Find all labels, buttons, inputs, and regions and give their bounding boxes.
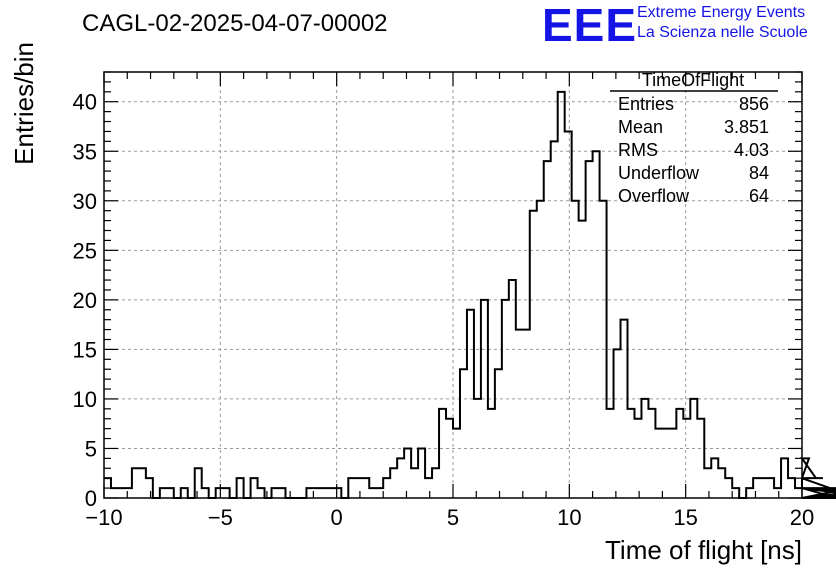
axis-ticks: [103, 71, 803, 499]
eee-logo: EEE: [542, 0, 638, 51]
stats-value-underflow: 84: [749, 163, 769, 183]
y-tick-label: 20: [73, 288, 97, 313]
y-tick-label: 25: [73, 238, 97, 263]
x-tick-label: 5: [447, 505, 459, 530]
y-tick-label: 0: [85, 486, 97, 511]
stats-label-entries: Entries: [618, 94, 674, 114]
histogram-title: CAGL-02-2025-04-07-00002: [82, 10, 388, 37]
stats-box-name: TimeOfFlight: [642, 70, 744, 90]
org-name-line1: Extreme Energy Events: [637, 4, 806, 21]
histogram-series: [104, 90, 836, 499]
x-axis-label: Time of flight [ns]: [605, 535, 802, 565]
x-tick-label: 20: [790, 505, 814, 530]
x-tick-label: 0: [331, 505, 343, 530]
stats-label-mean: Mean: [618, 117, 663, 137]
stats-value-entries: 856: [739, 94, 769, 114]
x-tick-label: −10: [85, 505, 122, 530]
y-axis-label: Entries/bin: [9, 42, 39, 165]
y-tick-label: 5: [85, 436, 97, 461]
stats-value-overflow: 64: [749, 186, 769, 206]
x-tick-label: −5: [208, 505, 233, 530]
stats-label-rms: RMS: [618, 140, 658, 160]
stats-label-underflow: Underflow: [618, 163, 700, 183]
stats-box: TimeOfFlight Entries 856 Mean 3.851 RMS …: [610, 70, 778, 206]
y-tick-label: 35: [73, 139, 97, 164]
stats-value-mean: 3.851: [724, 117, 769, 137]
y-tick-label: 15: [73, 337, 97, 362]
y-tick-label: 10: [73, 387, 97, 412]
x-tick-labels: −10 −5 0 5 10 15 20: [85, 505, 814, 530]
org-name-line2: La Scienza nelle Scuole: [637, 24, 808, 41]
x-tick-label: 10: [557, 505, 581, 530]
x-tick-label: 15: [673, 505, 697, 530]
y-tick-label: 30: [73, 189, 97, 214]
y-tick-labels: 0 5 10 15 20 25 30 35 40: [73, 90, 97, 511]
grid-lines: [104, 72, 802, 498]
stats-value-rms: 4.03: [734, 140, 769, 160]
y-tick-label: 40: [73, 90, 97, 115]
stats-label-overflow: Overflow: [618, 186, 690, 206]
